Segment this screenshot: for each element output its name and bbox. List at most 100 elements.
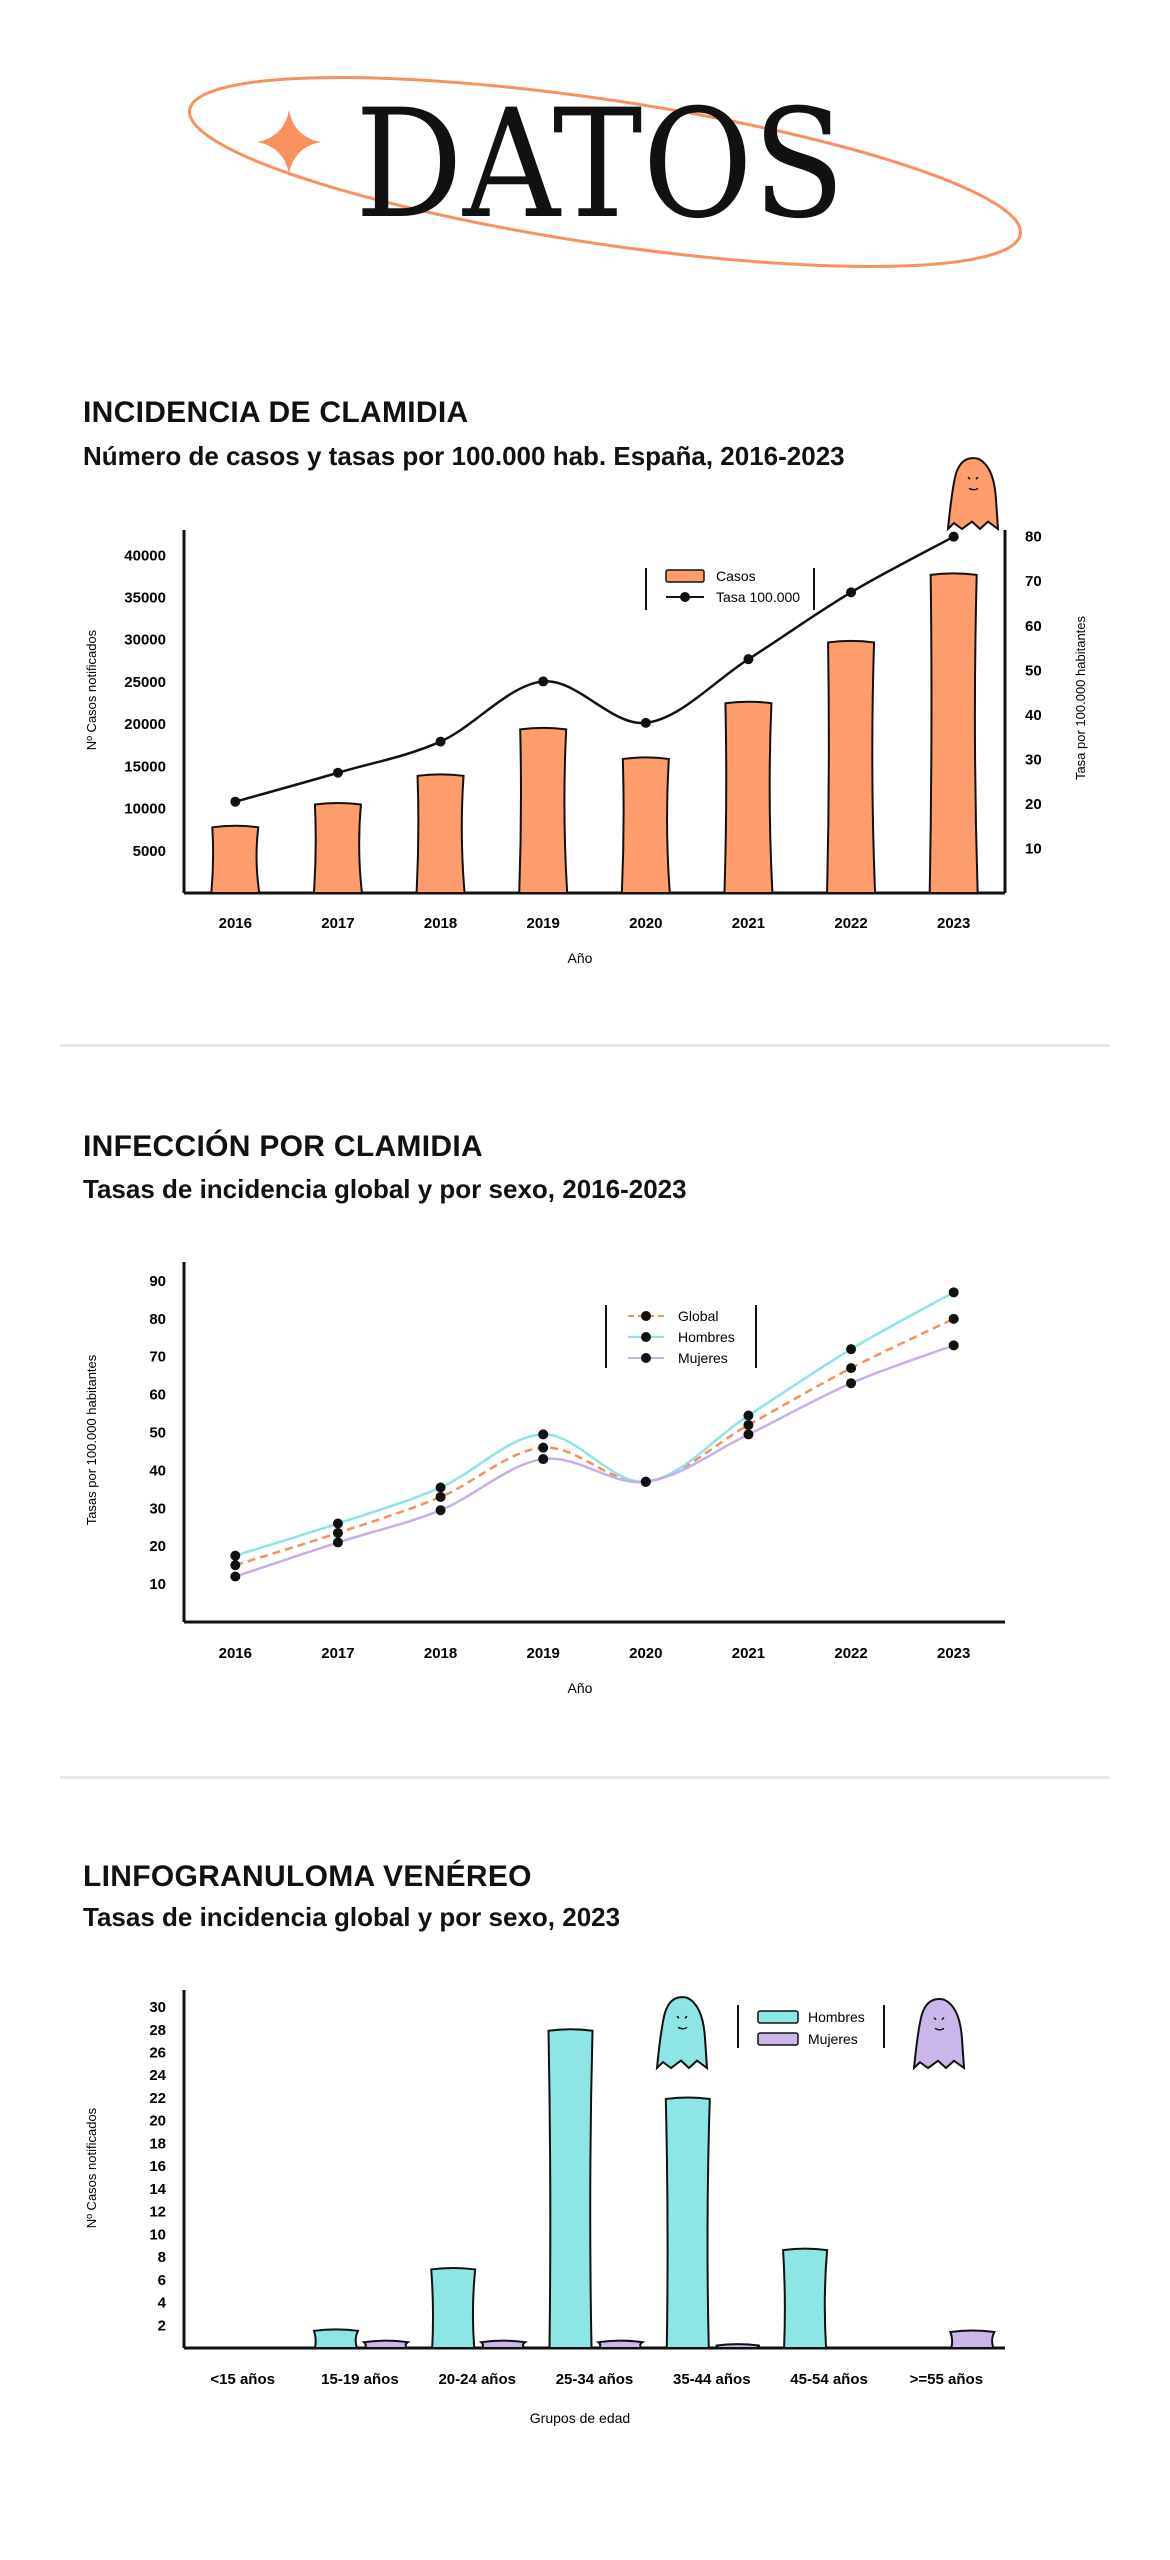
y-tick-label: 20 [149,1538,166,1555]
legend-label-tasa: Tasa 100.000 [716,589,800,605]
y-tick-label: 10 [149,1576,166,1593]
point-global [948,1313,959,1324]
point-tasa [948,531,959,542]
y-tick-label: 30 [149,1500,166,1517]
y-tick-label: 14 [149,2181,166,2198]
point-hombres [846,1344,857,1355]
legend-marker-tasa [680,592,690,602]
y-tick-label: 26 [149,2045,166,2062]
point-hombres [743,1410,754,1421]
series-line-global [234,1317,955,1567]
series-line-tasa [234,535,955,803]
x-tick-label: 45-54 años [790,2371,868,2388]
point-mujeres [538,1454,549,1465]
bar-hombres [664,2096,711,2349]
y-tick-label: 50 [149,1425,166,1442]
x-tick-label: 20-24 años [438,2371,516,2388]
ghost-body [946,457,1000,532]
y-tick-label: 40000 [124,547,166,564]
bar-casos [312,802,364,894]
x-tick-label: 2017 [321,915,354,932]
point-tasa [640,717,651,728]
ghost-orange-icon [946,457,1000,532]
point-global [743,1419,754,1430]
y2-tick-label: 80 [1025,529,1042,546]
section-1-title: INCIDENCIA DE CLAMIDIA [83,396,469,429]
ghost-body [912,1998,966,2071]
legend-label-mujeres: Mujeres [808,2031,858,2047]
point-mujeres [743,1429,754,1440]
x-tick-label: 2023 [937,1645,970,1662]
y-tick-label: 20000 [124,716,166,733]
point-hombres [230,1550,241,1561]
point-hombres [332,1518,343,1529]
x-axis-title: Año [568,950,593,966]
x-axis-title: Año [568,1680,593,1696]
point-tasa [743,654,754,665]
bar-mujeres [478,2339,529,2349]
ghost-face [933,2017,945,2031]
point-global [435,1491,446,1502]
y-tick-label: 2 [158,2317,166,2334]
x-tick-label: 2020 [629,915,662,932]
x-tick-label: 2021 [732,915,765,932]
y-tick-label: 60 [149,1387,166,1404]
section-3-subtitle: Tasas de incidencia global y por sexo, 2… [83,1902,621,1932]
chlamydia-cases-chart: 5000 10000 15000 20000 25000 30000 35000 40000 1… [84,457,1088,966]
bar-casos [210,824,261,894]
bar-casos [826,639,877,894]
point-mujeres [230,1571,241,1582]
bar-casos [415,773,466,894]
legend-swatch-casos [665,569,705,583]
legend-label-casos: Casos [716,568,756,584]
y-tick-label: 10000 [124,801,166,818]
y-tick-label: 8 [158,2249,166,2266]
point-global [332,1527,343,1538]
y-tick-label: 16 [149,2158,166,2175]
section-2-subtitle: Tasas de incidencia global y por sexo, 2… [83,1174,687,1204]
x-tick-label: 25-34 años [556,2371,634,2388]
x-tick-label: <15 años [210,2371,275,2388]
bar-casos [518,726,569,894]
bar-casos [928,572,979,894]
legend-marker-hombres [641,1332,651,1342]
y-axis-title: Nº Casos notificados [84,2107,99,2228]
point-tasa [538,676,549,687]
point-mujeres [332,1537,343,1548]
bar-mujeres [361,2339,411,2349]
bar-mujeres [596,2339,646,2349]
legend-swatch-hombres [757,2010,799,2024]
x-tick-label: 2023 [937,915,970,932]
y-tick-label: 5000 [133,843,166,860]
legend-label-hombres: Hombres [678,1329,735,1345]
y-tick-label: 80 [149,1311,166,1328]
point-mujeres [846,1378,857,1389]
y2-tick-label: 20 [1025,796,1042,813]
section-2-title: INFECCIÓN POR CLAMIDIA [83,1130,483,1163]
legend-label-mujeres: Mujeres [678,1350,728,1366]
y-tick-label: 4 [158,2295,167,2312]
y2-tick-label: 10 [1025,840,1042,857]
y-tick-label: 12 [149,2204,166,2221]
point-hombres [435,1482,446,1493]
y2-axis-title: Tasa por 100.000 habitantes [1073,615,1088,780]
legend-label-hombres: Hombres [808,2009,865,2025]
point-tasa [435,736,446,747]
sparkle-star-icon [257,110,321,174]
bar-hombres [782,2247,829,2349]
point-tasa [230,796,241,807]
section-3-title: LINFOGRANULOMA VENÉREO [83,1860,532,1893]
y-tick-label: 20 [149,2113,166,2130]
x-tick-label: 2018 [424,1645,457,1662]
y-tick-label: 70 [149,1349,166,1366]
x-tick-label: 2016 [219,915,252,932]
point-global [230,1560,241,1571]
legend-marker-global [641,1311,651,1321]
y-tick-label: 28 [149,2022,166,2039]
y2-tick-label: 50 [1025,662,1042,679]
x-tick-label: 2019 [527,915,560,932]
point-global [846,1363,857,1374]
section-divider [60,1044,1110,1047]
y2-tick-label: 70 [1025,573,1042,590]
